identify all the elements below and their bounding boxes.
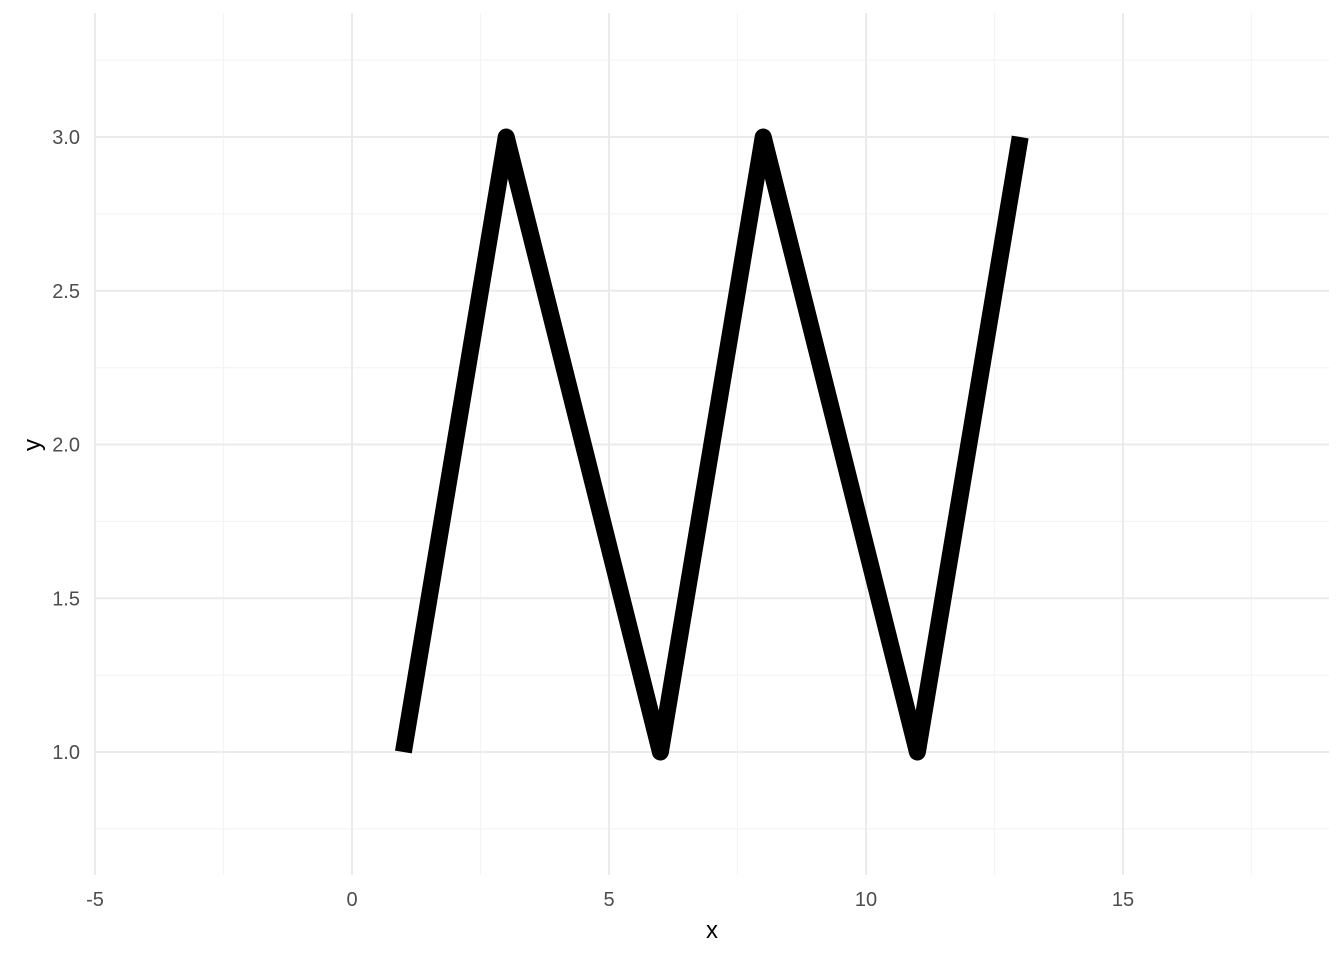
y-axis-title: y (19, 439, 46, 451)
x-tick-label: 10 (855, 889, 877, 911)
y-tick-label: 1.0 (52, 742, 80, 764)
series-layer (395, 128, 1029, 761)
series-line-0 (395, 128, 1029, 761)
x-axis-title: x (706, 917, 718, 944)
y-tick-label: 2.5 (52, 281, 80, 303)
x-axis-ticks: -5 0 5 10 15 (86, 889, 1134, 911)
x-tick-label: 5 (603, 889, 614, 911)
y-tick-label: 3.0 (52, 127, 80, 149)
x-tick-label: 15 (1112, 889, 1134, 911)
y-tick-label: 2.0 (52, 435, 80, 457)
y-axis-ticks: 1.0 1.5 2.0 2.5 3.0 (52, 127, 80, 764)
grid (94, 13, 1329, 875)
y-tick-label: 1.5 (52, 588, 80, 610)
x-tick-label: -5 (86, 889, 104, 911)
x-tick-label: 0 (346, 889, 357, 911)
